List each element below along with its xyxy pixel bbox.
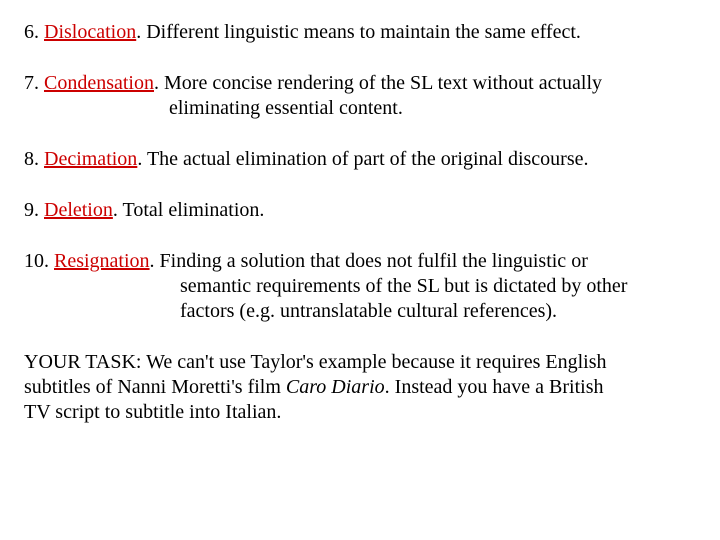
item-number: 8. [24, 148, 44, 170]
item-desc: More concise rendering of the SL text wi… [164, 72, 602, 94]
item-number: 7. [24, 72, 44, 94]
item-7: 7. Condensation. More concise rendering … [24, 71, 692, 121]
item-dot: . [136, 21, 146, 43]
item-desc: Total elimination. [123, 199, 265, 221]
item-term: Decimation [44, 148, 137, 170]
item-desc-cont: factors (e.g. untranslatable cultural re… [180, 299, 692, 324]
item-term: Deletion [44, 199, 113, 221]
task-paragraph: YOUR TASK: We can't use Taylor's example… [24, 350, 692, 425]
item-number: 6. [24, 21, 44, 43]
item-number: 9. [24, 199, 44, 221]
item-6: 6. Dislocation. Different linguistic mea… [24, 20, 692, 45]
item-dot: . [137, 148, 147, 170]
item-term: Resignation [54, 250, 150, 272]
slide-content: 6. Dislocation. Different linguistic mea… [0, 0, 720, 445]
item-dot: . [113, 199, 123, 221]
item-9: 9. Deletion. Total elimination. [24, 198, 692, 223]
item-desc: Different linguistic means to maintain t… [146, 21, 581, 43]
item-desc: Finding a solution that does not fulfil … [160, 250, 588, 272]
item-number: 10. [24, 250, 54, 272]
task-line: TV script to subtitle into Italian. [24, 401, 281, 423]
film-title: Caro Diario [286, 376, 385, 398]
item-10: 10. Resignation. Finding a solution that… [24, 249, 692, 324]
item-dot: . [150, 250, 160, 272]
task-line: subtitles of Nanni Moretti's film [24, 376, 286, 398]
item-desc-cont: eliminating essential content. [169, 96, 692, 121]
task-line: . Instead you have a British [385, 376, 604, 398]
item-term: Dislocation [44, 21, 136, 43]
item-term: Condensation [44, 72, 154, 94]
item-8: 8. Decimation. The actual elimination of… [24, 147, 692, 172]
item-desc-cont: semantic requirements of the SL but is d… [180, 274, 692, 299]
item-dot: . [154, 72, 164, 94]
item-desc: The actual elimination of part of the or… [147, 148, 589, 170]
task-line: YOUR TASK: We can't use Taylor's example… [24, 351, 606, 373]
